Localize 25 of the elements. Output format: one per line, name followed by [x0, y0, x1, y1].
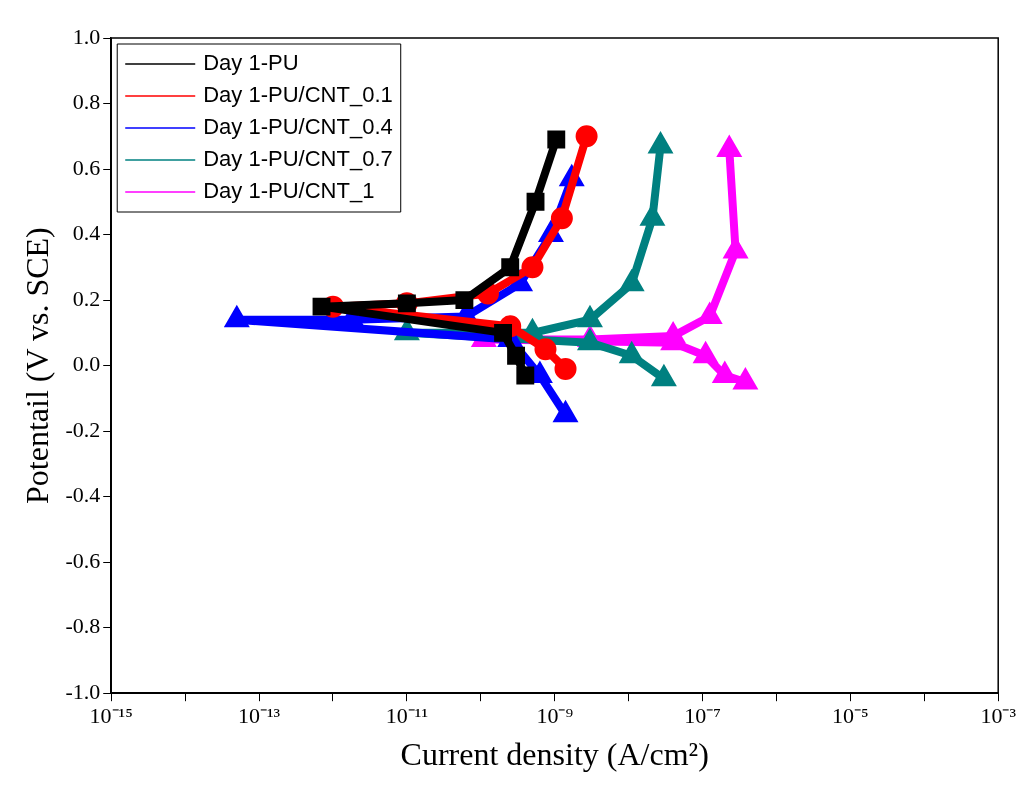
x-tick-label: 10⁻¹³ — [237, 703, 281, 729]
y-tick-label: 0.0 — [72, 351, 101, 377]
legend-label: Day 1-PU/CNT_0.1 — [203, 82, 393, 108]
x-tick-label: 10⁻³ — [980, 703, 1017, 729]
y-tick-label: 1.0 — [72, 23, 101, 49]
y-tick-label: 0.4 — [72, 220, 101, 246]
y-tick-label: 0.2 — [72, 285, 101, 311]
y-tick-label: -0.8 — [65, 613, 101, 639]
x-tick-label: 10⁻¹¹ — [385, 703, 428, 729]
y-tick-label: -1.0 — [65, 678, 101, 704]
legend-label: Day 1-PU/CNT_0.4 — [203, 114, 393, 140]
x-axis-title: Current density (A/cm²) — [400, 736, 709, 773]
legend-label: Day 1-PU/CNT_0.7 — [203, 146, 393, 172]
y-tick-label: 0.8 — [72, 89, 101, 115]
y-tick-label: -0.2 — [65, 416, 101, 442]
x-tick-label: 10⁻⁵ — [832, 703, 869, 729]
x-tick-label: 10⁻⁷ — [684, 703, 721, 729]
y-axis-title: Potentail (V vs. SCE) — [18, 227, 55, 504]
legend-label: Day 1-PU/CNT_1 — [203, 178, 375, 204]
y-tick-label: 0.6 — [72, 154, 101, 180]
y-tick-label: -0.4 — [65, 482, 101, 508]
y-tick-label: -0.6 — [65, 547, 101, 573]
x-tick-label: 10⁻⁹ — [536, 703, 574, 729]
legend-label: Day 1-PU — [203, 50, 299, 76]
x-tick-label: 10⁻¹⁵ — [89, 703, 133, 729]
